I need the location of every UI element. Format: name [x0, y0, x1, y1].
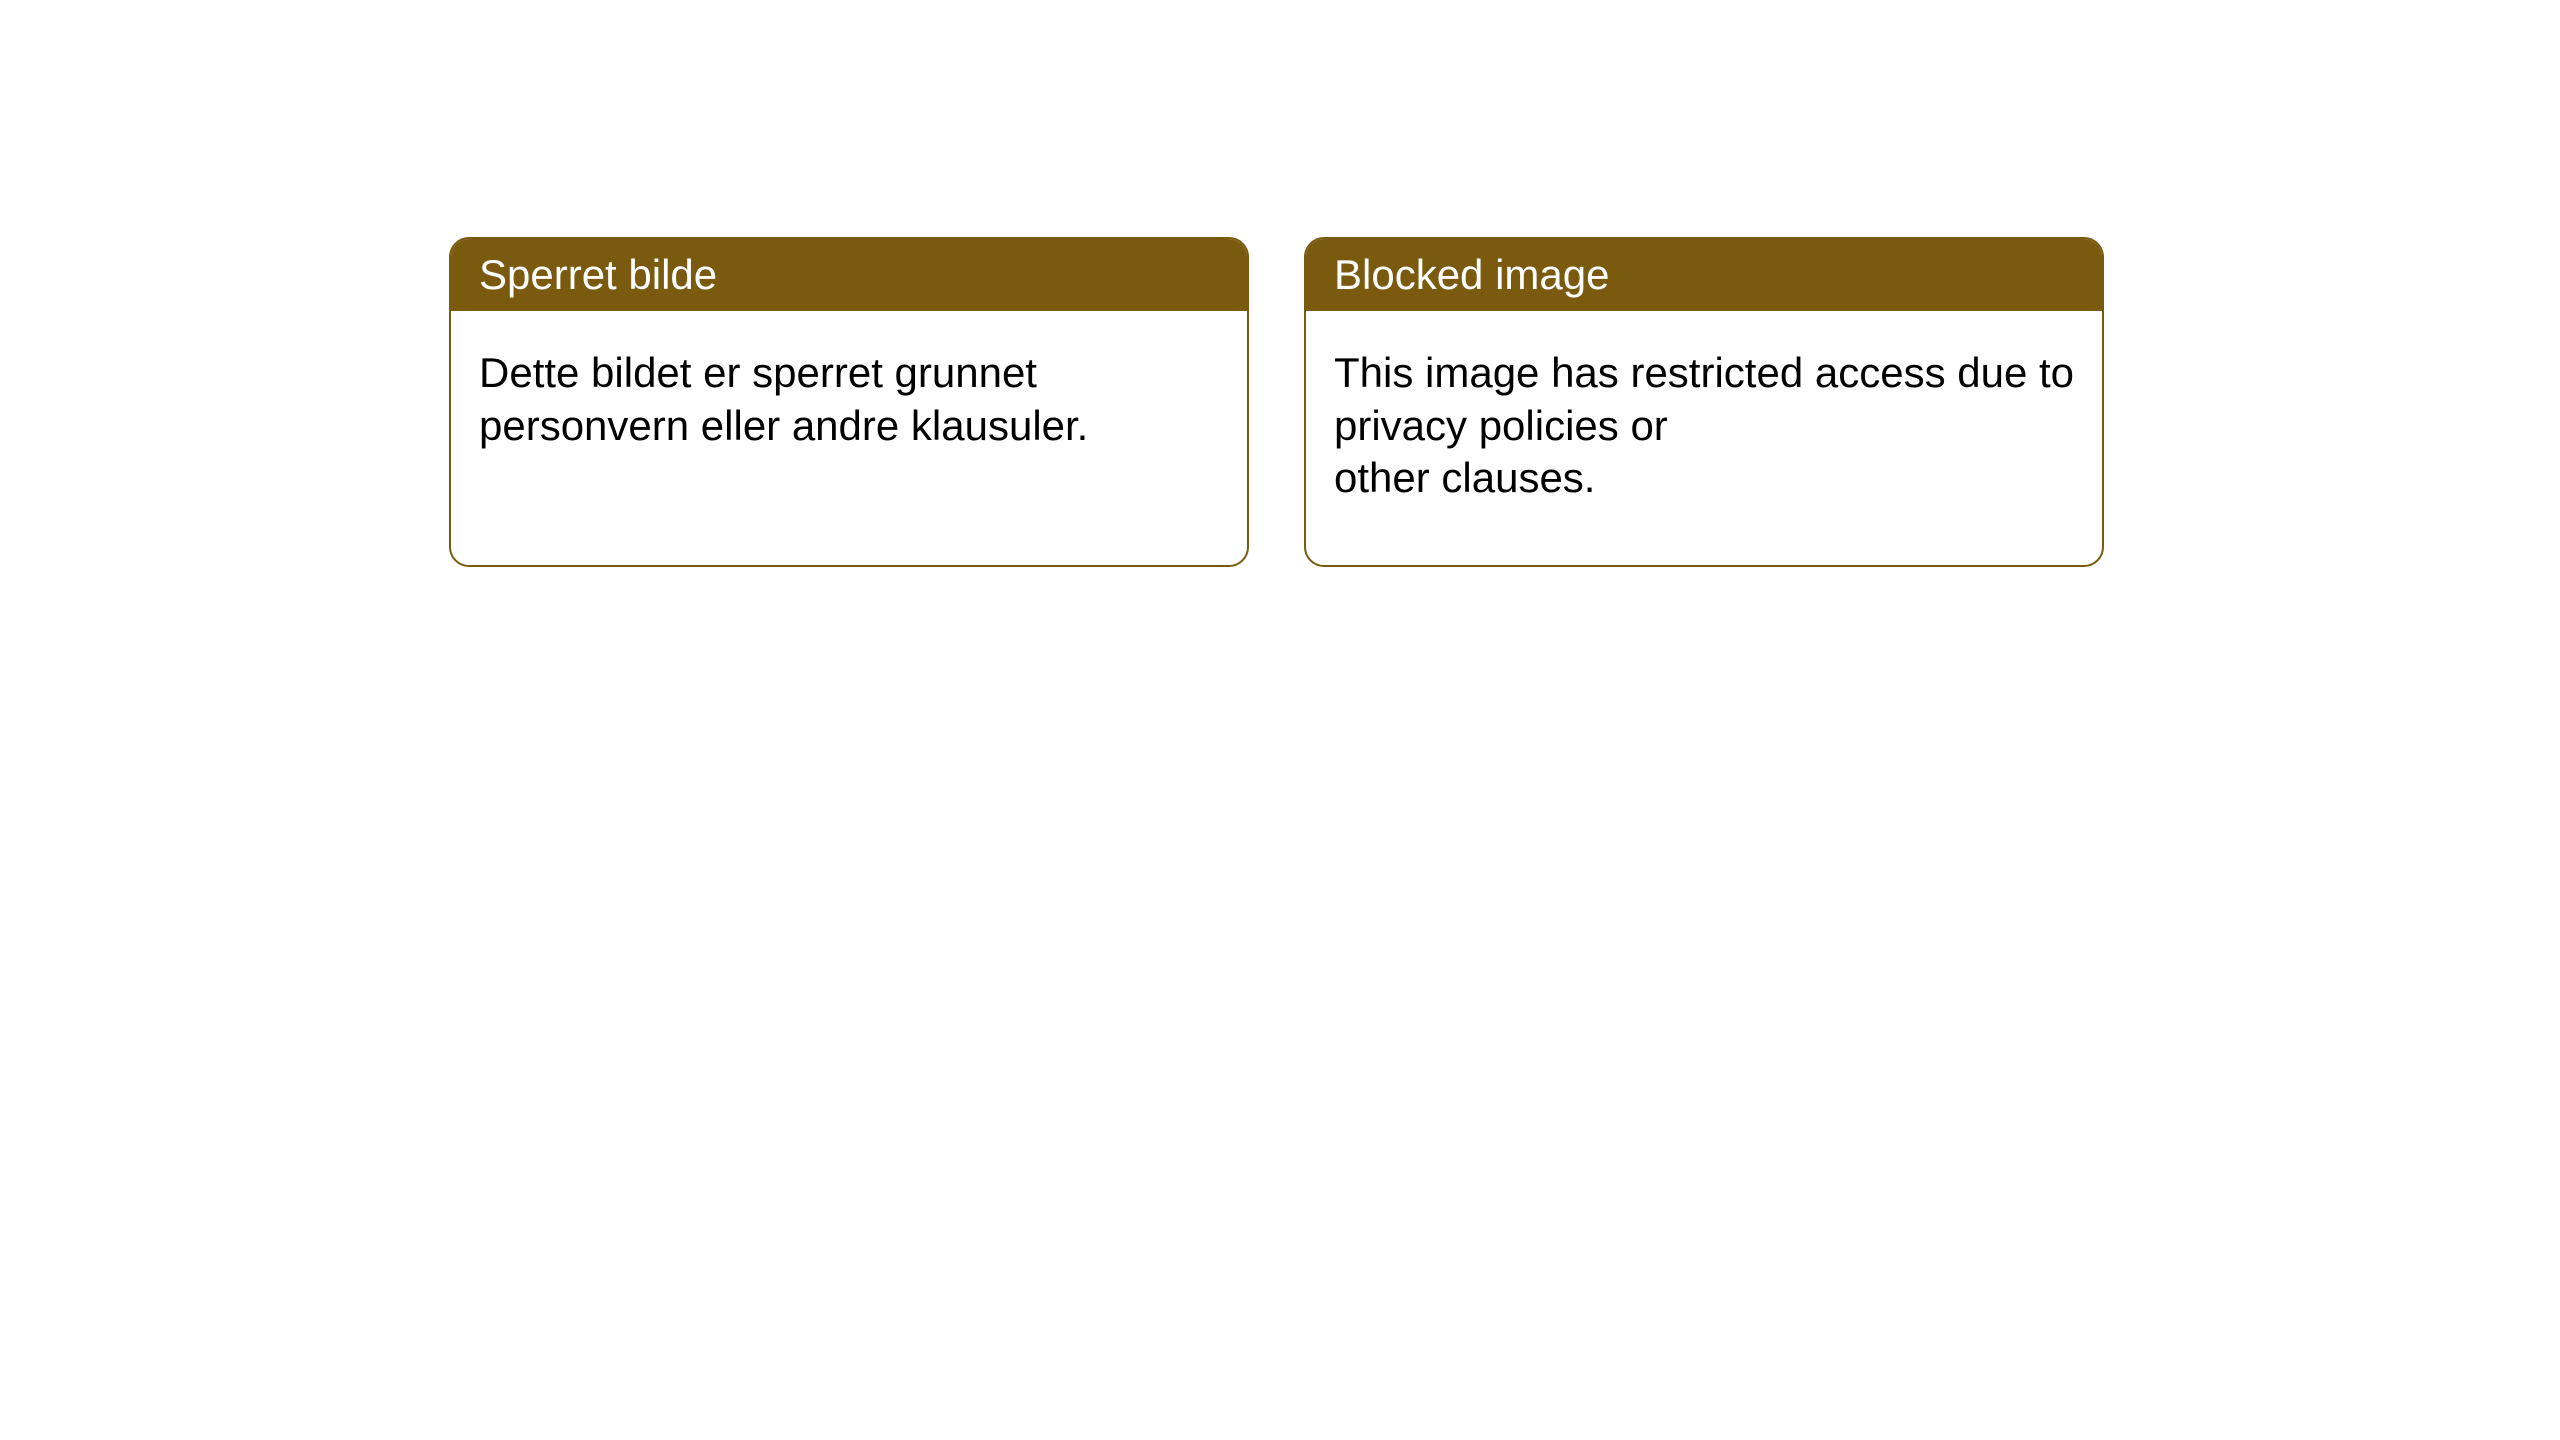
notice-box-norwegian: Sperret bilde Dette bildet er sperret gr… — [449, 237, 1249, 567]
notice-container: Sperret bilde Dette bildet er sperret gr… — [449, 237, 2104, 567]
notice-box-english: Blocked image This image has restricted … — [1304, 237, 2104, 567]
notice-header-english: Blocked image — [1306, 239, 2102, 311]
notice-body-english: This image has restricted access due to … — [1306, 311, 2102, 565]
notice-header-norwegian: Sperret bilde — [451, 239, 1247, 311]
notice-body-norwegian: Dette bildet er sperret grunnet personve… — [451, 311, 1247, 551]
